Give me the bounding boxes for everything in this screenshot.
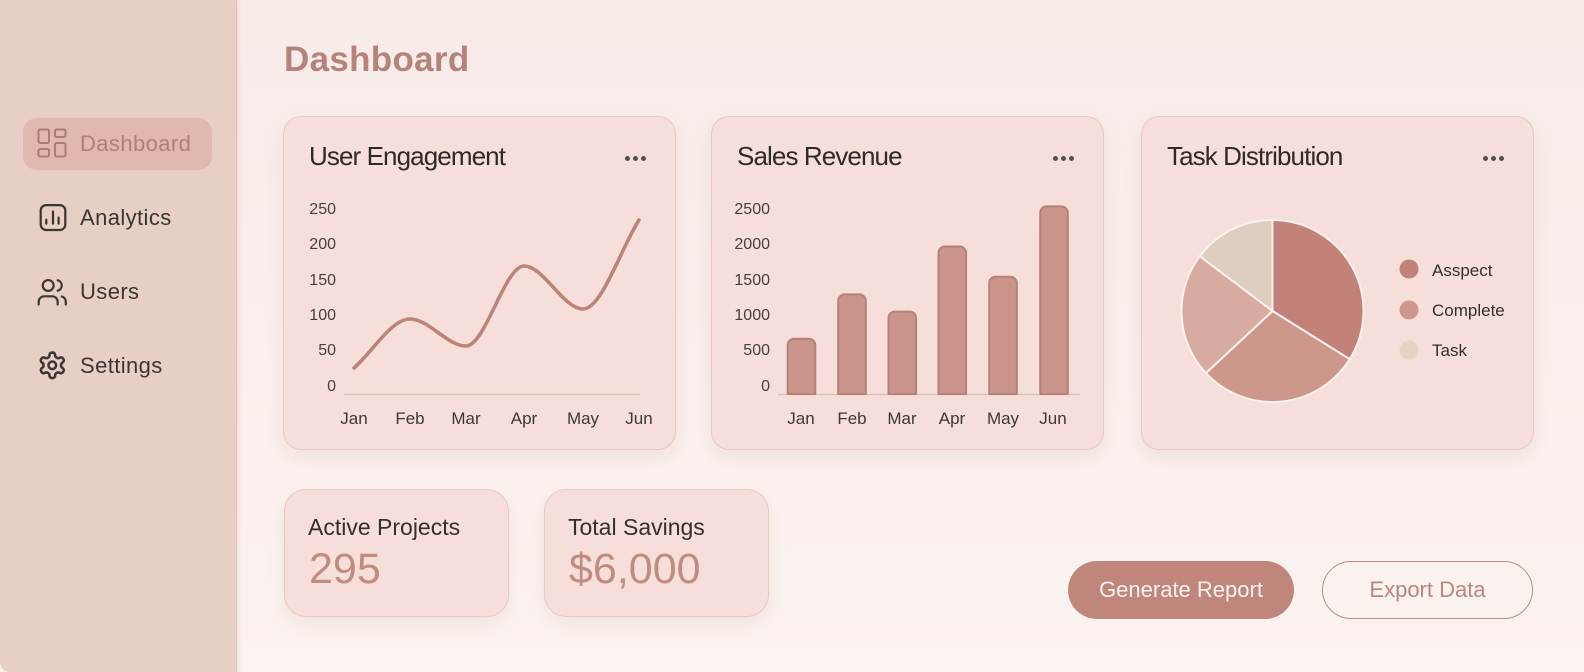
svg-text:Jun: Jun [1039,409,1066,428]
svg-text:Feb: Feb [395,409,424,428]
svg-text:2500: 2500 [734,201,770,218]
svg-text:500: 500 [743,342,770,359]
svg-text:Mar: Mar [887,409,917,428]
svg-text:Task: Task [1432,341,1467,360]
svg-text:May: May [567,409,600,428]
svg-text:250: 250 [309,201,336,218]
svg-text:2000: 2000 [734,236,770,253]
svg-text:Apr: Apr [511,409,538,428]
svg-text:100: 100 [309,307,336,324]
svg-text:Feb: Feb [837,409,866,428]
svg-text:Jan: Jan [787,409,814,428]
svg-text:0: 0 [761,378,770,395]
svg-text:Jun: Jun [625,409,652,428]
svg-text:200: 200 [309,236,336,253]
svg-text:1000: 1000 [734,307,770,324]
svg-text:0: 0 [327,378,336,395]
svg-text:150: 150 [309,272,336,289]
svg-text:50: 50 [318,342,336,359]
svg-text:Complete: Complete [1432,301,1505,320]
svg-text:Jan: Jan [340,409,367,428]
svg-text:1500: 1500 [734,272,770,289]
svg-text:May: May [987,409,1020,428]
svg-text:Apr: Apr [939,409,966,428]
svg-text:Mar: Mar [451,409,481,428]
svg-text:Asspect: Asspect [1432,261,1493,280]
